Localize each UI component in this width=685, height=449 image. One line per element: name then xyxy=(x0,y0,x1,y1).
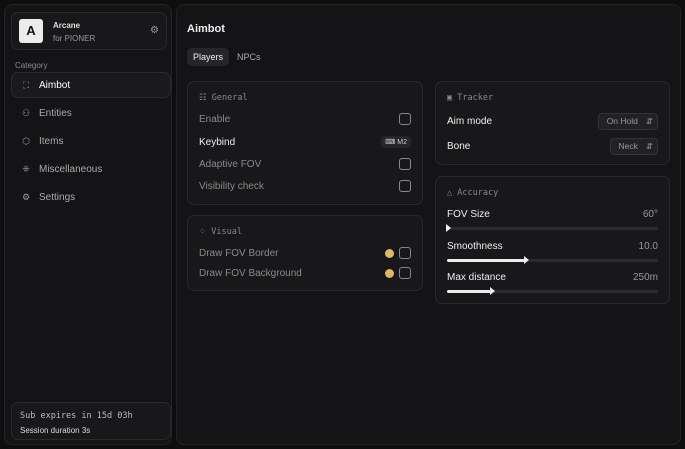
page-title: Aimbot xyxy=(187,23,225,35)
tracker-card: ▣ Tracker Aim mode On Hold ⇵ Bone Neck ⇵ xyxy=(435,81,670,165)
sidebar-item-items[interactable]: ⬡ Items xyxy=(11,128,171,154)
list-icon: ☷ xyxy=(199,93,212,103)
visibility-check-label: Visibility check xyxy=(199,180,264,192)
sidebar-item-settings[interactable]: ⚙ Settings xyxy=(11,184,171,210)
card-title: Accuracy xyxy=(457,188,499,198)
border-color-swatch[interactable] xyxy=(385,248,394,258)
bone-value: Neck xyxy=(618,140,638,151)
smoothness-label: Smoothness xyxy=(447,240,503,252)
aim-mode-select[interactable]: On Hold ⇵ xyxy=(597,112,658,130)
adaptive-fov-label: Adaptive FOV xyxy=(199,158,262,170)
fov-border-label: Draw FOV Border xyxy=(199,247,279,259)
background-color-swatch[interactable] xyxy=(385,268,394,278)
subscription-card: Sub expires in 15d 03h Session duration … xyxy=(11,402,171,440)
card-title: Visual xyxy=(211,227,242,237)
main-panel: Aimbot Players NPCs ☷ General Enable Key… xyxy=(176,4,681,445)
bone-select[interactable]: Neck ⇵ xyxy=(609,137,658,155)
aim-mode-value: On Hold xyxy=(606,115,638,126)
app-subtitle: for PIONER xyxy=(53,34,96,43)
general-card: ☷ General Enable Keybind ⌨ M2 Adaptive FO… xyxy=(187,81,423,205)
sidebar-item-label: Settings xyxy=(39,191,76,203)
visibility-check-checkbox[interactable] xyxy=(399,180,411,192)
max-distance-slider[interactable] xyxy=(447,287,658,295)
sidebar-item-label: Aimbot xyxy=(39,79,71,91)
app-name: Arcane xyxy=(53,21,81,30)
grid-icon: ⁜ xyxy=(22,163,30,174)
adaptive-fov-checkbox[interactable] xyxy=(399,158,411,170)
sub-expires: Sub expires in 15d 03h xyxy=(20,411,133,421)
visual-card: ⁘ Visual Draw FOV Border Draw FOV Backgr… xyxy=(187,215,423,291)
tab-npcs[interactable]: NPCs xyxy=(237,52,261,62)
sidebar-item-label: Miscellaneous xyxy=(39,163,103,175)
box-icon: ⬡ xyxy=(22,135,30,146)
sidebar-item-label: Entities xyxy=(39,107,72,119)
crosshair-icon: ⛶ xyxy=(22,79,30,90)
bone-label: Bone xyxy=(447,140,471,152)
fov-size-slider[interactable] xyxy=(446,224,658,232)
enable-checkbox[interactable] xyxy=(399,113,411,125)
keybind-button[interactable]: ⌨ M2 xyxy=(381,136,411,148)
sidebar-item-entities[interactable]: ⚇ Entities xyxy=(11,100,171,126)
gear-icon[interactable]: ⚙ xyxy=(150,25,159,36)
smoothness-value: 10.0 xyxy=(638,240,658,252)
fov-border-checkbox[interactable] xyxy=(399,247,411,259)
session-duration: Session duration 3s xyxy=(20,426,91,435)
fov-background-checkbox[interactable] xyxy=(399,267,411,279)
sidebar-item-label: Items xyxy=(39,135,64,147)
accuracy-card: △ Accuracy FOV Size 60° Smoothness 10.0 Ma… xyxy=(435,176,670,304)
chevron-icon: ⇵ xyxy=(645,140,653,151)
sidebar-item-miscellaneous[interactable]: ⁜ Miscellaneous xyxy=(11,156,171,182)
chart-icon: ▣ xyxy=(447,93,458,103)
chevron-icon: ⇵ xyxy=(645,115,653,126)
gear-icon: ⚙ xyxy=(21,191,31,202)
triangle-icon: △ xyxy=(447,188,458,198)
entities-icon: ⚇ xyxy=(21,107,31,118)
keybind-label: Keybind xyxy=(199,136,236,148)
aim-mode-label: Aim mode xyxy=(447,115,493,127)
tab-players[interactable]: Players xyxy=(187,48,230,66)
fov-background-label: Draw FOV Background xyxy=(199,267,302,279)
logo: A xyxy=(19,19,43,43)
max-distance-value: 250m xyxy=(632,271,658,283)
enable-label: Enable xyxy=(199,113,231,125)
category-label: Category xyxy=(15,61,48,70)
smoothness-slider[interactable] xyxy=(447,256,658,264)
card-title: Tracker xyxy=(457,93,494,103)
card-title: General xyxy=(211,93,248,103)
brand-card: A Arcane for PIONER ⚙ xyxy=(11,12,167,50)
sidebar: A Arcane for PIONER ⚙ Category ⛶ Aimbot ⚇ E… xyxy=(4,4,172,445)
fov-size-value: 60° xyxy=(642,208,658,220)
fov-size-label: FOV Size xyxy=(447,208,490,220)
sidebar-item-aimbot[interactable]: ⛶ Aimbot xyxy=(11,72,171,98)
eye-icon: ⁘ xyxy=(199,227,212,237)
max-distance-label: Max distance xyxy=(447,271,506,283)
